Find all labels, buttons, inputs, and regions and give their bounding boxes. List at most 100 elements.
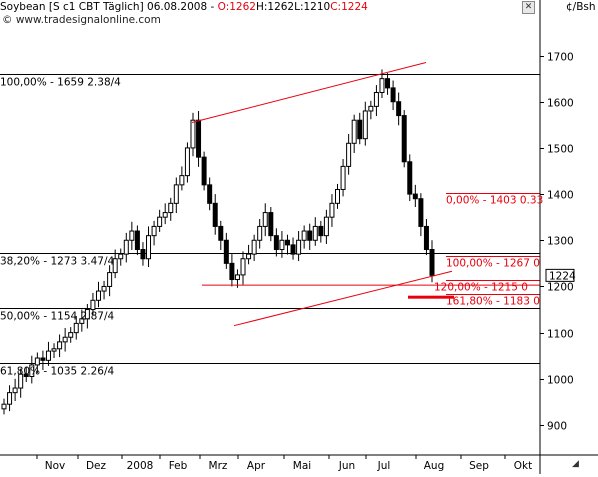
x-tick-label: Apr [247, 460, 266, 472]
y-tick-label: 1300 [547, 236, 574, 248]
lower-trendline [233, 270, 453, 327]
candle-body [373, 92, 379, 107]
x-tick-label: Feb [169, 460, 188, 472]
y-tick-label: 1000 [547, 375, 574, 387]
candle-body [73, 322, 79, 334]
candle-body [301, 230, 307, 241]
candle-body [346, 142, 352, 167]
candle-body [168, 202, 174, 214]
candle-body [257, 225, 263, 241]
candle-body [351, 119, 357, 144]
x-tick-label: Jul [377, 460, 391, 472]
candle-body [429, 249, 435, 276]
candle-body [307, 230, 313, 241]
extension-label: 120,00% - 1215 0 [434, 282, 528, 294]
y-tick-label: 1600 [547, 98, 574, 110]
y-tick-label: 1100 [547, 329, 574, 341]
candle-body [396, 101, 402, 117]
candle-body [90, 299, 96, 311]
candle-body [385, 78, 391, 89]
candle-body [57, 341, 63, 350]
candle-body [296, 239, 302, 255]
candle-body [101, 285, 107, 292]
candle-body [29, 364, 35, 377]
candle-body [151, 225, 157, 237]
retracement-label: 61,80% - 1035 2.26/4 [0, 366, 114, 378]
retracement-label: 100,00% - 1659 2.38/4 [0, 77, 121, 89]
candle-body [412, 193, 418, 200]
x-tick-label: Mrz [209, 460, 228, 472]
x-tick-label: Okt [514, 460, 532, 472]
candle-body [218, 225, 224, 241]
candle-body [18, 373, 24, 389]
candle-body [123, 239, 129, 255]
target-marker [408, 295, 454, 299]
candle-body [201, 156, 207, 186]
candle-body [95, 290, 101, 301]
candle-body [118, 253, 124, 260]
candle-body [318, 225, 324, 237]
candle-body [418, 198, 424, 227]
extension-label: 161,80% - 1183 0 [446, 296, 540, 308]
candle-body [7, 392, 13, 405]
candle-body [273, 235, 279, 251]
retracement-label: 50,00% - 1154 2.87/4 [0, 311, 114, 323]
candle-body [212, 202, 218, 227]
candle-body [40, 357, 46, 361]
high-value: H:1262 [255, 1, 295, 13]
resize-grip-icon[interactable]: ◢ [572, 459, 579, 469]
candle-body [362, 110, 368, 140]
candle-body [312, 225, 318, 241]
candle-body [62, 336, 68, 343]
candle-body [229, 262, 235, 281]
upper-trendline [191, 62, 427, 124]
open-value: O:1262 [217, 1, 256, 13]
extension-label: 100,00% - 1267 0 [446, 258, 540, 270]
last-price-box [545, 268, 575, 282]
y-tick-label: 1500 [547, 144, 574, 156]
x-tick-label: Mai [293, 460, 311, 472]
candle-body [423, 225, 429, 251]
candle-body [223, 239, 229, 264]
candle-body [173, 184, 179, 204]
x-tick-label: Aug [424, 460, 445, 472]
x-tick-label: 2008 [127, 460, 154, 472]
candle-body [1, 403, 7, 410]
candle-body [68, 332, 74, 338]
candle-body [190, 119, 196, 149]
candle-body [12, 387, 18, 394]
candle-body [129, 230, 135, 241]
x-tick-label: Jun [338, 460, 355, 472]
x-tick-label: Nov [45, 460, 66, 472]
candle-body [45, 350, 51, 361]
candle-body [146, 235, 152, 260]
candle-body [23, 373, 29, 377]
candle-body [368, 105, 374, 112]
retracement-label: 38,20% - 1273 3.47/4 [0, 256, 114, 268]
unit-label: ¢/Bsh [566, 1, 596, 13]
candle-body [340, 165, 346, 190]
extension-label: 0,00% - 1403 0.33 [446, 195, 543, 207]
y-tick-label: 1700 [547, 52, 574, 64]
candle-body [240, 258, 246, 276]
y-tick-label: 1400 [547, 190, 574, 202]
candle-body [390, 87, 396, 103]
candle-body [279, 239, 285, 251]
candle-body [407, 161, 413, 195]
last-price-label: 1224 [549, 270, 576, 282]
candle-body [140, 249, 146, 260]
candle-body [34, 357, 40, 366]
candle-body [196, 119, 202, 158]
candle-body [79, 318, 85, 324]
candle-body [207, 184, 213, 204]
candle-body [179, 175, 185, 186]
candle-body [290, 244, 296, 255]
candle-body [357, 119, 363, 140]
candle-body [379, 78, 385, 94]
candle-body [246, 253, 252, 260]
low-value: L:1210 [294, 1, 331, 13]
close-icon[interactable]: ✕ [522, 1, 535, 14]
candle-body [234, 274, 240, 281]
